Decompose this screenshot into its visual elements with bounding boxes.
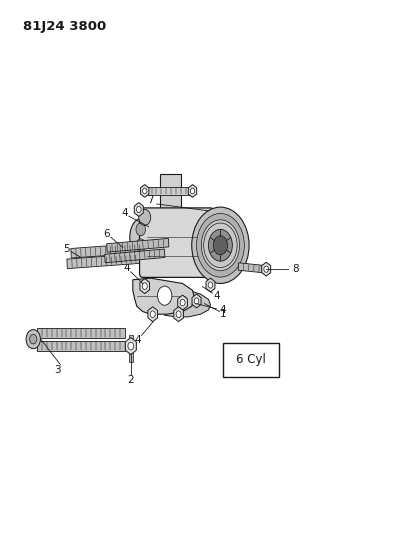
Circle shape (150, 311, 155, 318)
FancyBboxPatch shape (140, 208, 214, 277)
Polygon shape (141, 184, 149, 197)
Text: 1: 1 (220, 309, 227, 319)
Polygon shape (148, 307, 158, 321)
Ellipse shape (130, 219, 152, 256)
Polygon shape (37, 341, 125, 351)
Polygon shape (192, 294, 201, 308)
Circle shape (136, 206, 141, 213)
Polygon shape (107, 238, 169, 252)
Text: 3: 3 (55, 365, 61, 375)
Polygon shape (140, 279, 150, 294)
Circle shape (142, 283, 147, 289)
Circle shape (201, 220, 239, 271)
Circle shape (208, 282, 213, 288)
Polygon shape (174, 307, 183, 321)
FancyBboxPatch shape (223, 343, 279, 377)
Text: 5: 5 (63, 244, 70, 254)
Circle shape (194, 298, 199, 304)
Circle shape (128, 342, 134, 350)
Polygon shape (134, 203, 143, 216)
Circle shape (213, 236, 228, 255)
Circle shape (136, 239, 146, 252)
Text: 4: 4 (122, 208, 128, 219)
Circle shape (209, 229, 232, 261)
Circle shape (139, 209, 151, 225)
Polygon shape (238, 263, 264, 273)
Circle shape (192, 207, 249, 284)
FancyBboxPatch shape (160, 174, 181, 219)
Polygon shape (147, 187, 190, 195)
Text: 7: 7 (148, 195, 154, 205)
Polygon shape (67, 254, 141, 269)
Polygon shape (129, 335, 133, 362)
Polygon shape (178, 295, 187, 310)
Circle shape (26, 329, 41, 349)
Circle shape (190, 188, 195, 194)
Text: 4: 4 (135, 335, 141, 345)
Polygon shape (71, 243, 145, 258)
Polygon shape (188, 184, 196, 197)
Polygon shape (105, 249, 165, 263)
Polygon shape (206, 278, 215, 292)
Text: 4: 4 (220, 305, 226, 315)
Polygon shape (37, 328, 125, 337)
Circle shape (196, 214, 244, 277)
Circle shape (176, 311, 181, 318)
Circle shape (158, 286, 172, 305)
Polygon shape (262, 262, 271, 276)
Text: 6 Cyl: 6 Cyl (236, 353, 266, 366)
Polygon shape (163, 289, 211, 317)
Polygon shape (133, 278, 194, 314)
Polygon shape (125, 337, 136, 354)
Circle shape (180, 299, 185, 306)
Circle shape (30, 334, 37, 344)
Text: 81J24 3800: 81J24 3800 (23, 20, 107, 33)
Text: 4: 4 (213, 290, 220, 301)
Text: 8: 8 (292, 264, 299, 274)
Circle shape (136, 223, 146, 236)
Text: 6: 6 (103, 229, 110, 239)
Text: 4: 4 (124, 263, 130, 273)
Text: 2: 2 (128, 375, 134, 385)
Circle shape (264, 266, 269, 272)
Circle shape (143, 188, 147, 194)
